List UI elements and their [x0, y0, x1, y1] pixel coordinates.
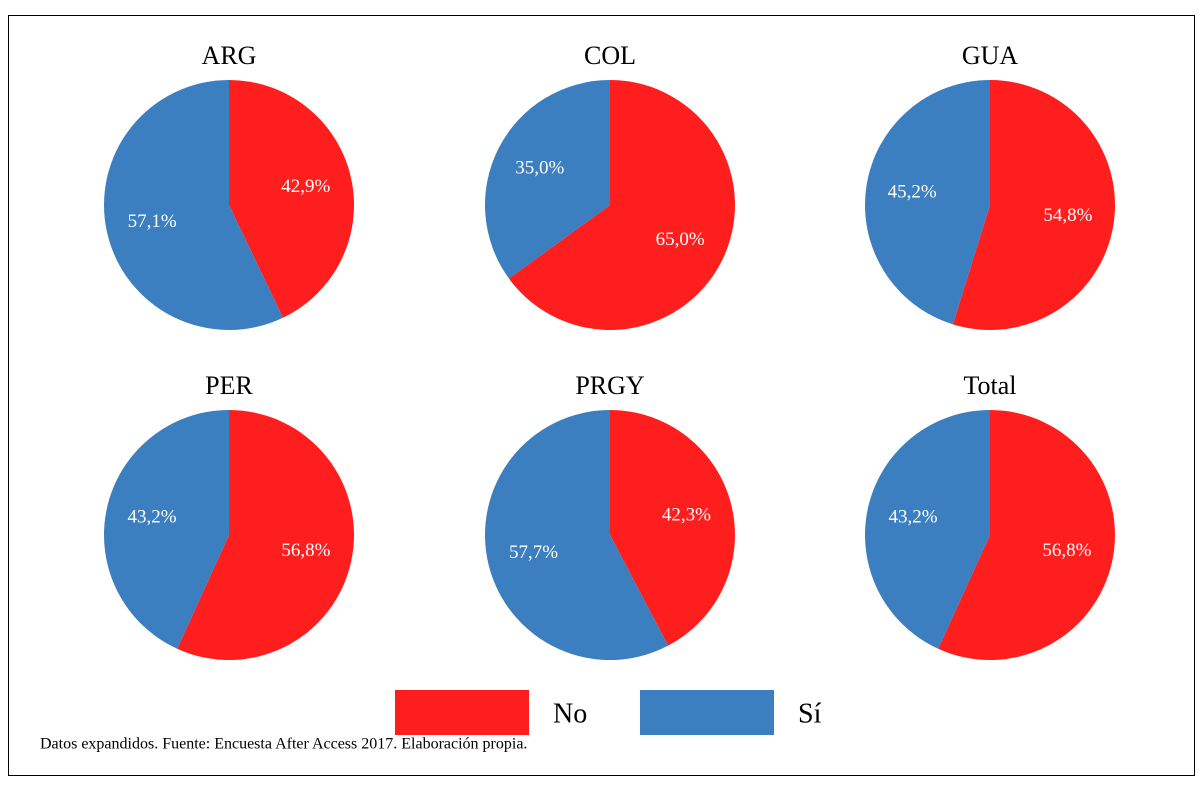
slice-label: 57,1%	[128, 211, 177, 232]
slice-label: 65,0%	[656, 229, 705, 250]
pie-title: PER	[205, 371, 253, 400]
pie-slice	[865, 80, 990, 325]
pie-slice	[177, 410, 354, 660]
pie-slice	[485, 410, 669, 661]
pie-title: Total	[963, 371, 1016, 400]
pie-title: GUA	[962, 41, 1019, 70]
slice-label: 56,8%	[1042, 540, 1091, 561]
pie-slice	[938, 410, 1115, 660]
pie-slice	[610, 410, 736, 646]
slice-label: 56,8%	[281, 540, 330, 561]
pie-title: COL	[584, 41, 636, 70]
pie-slice	[104, 80, 283, 330]
slice-label: 35,0%	[515, 158, 564, 179]
pie-slice	[864, 409, 990, 649]
caption: Datos expandidos. Fuente: Encuesta After…	[40, 736, 527, 753]
slice-label: 42,9%	[281, 176, 330, 197]
slice-label: 45,2%	[888, 182, 937, 203]
pie-title: PRGY	[575, 371, 645, 400]
slice-label: 43,2%	[128, 507, 177, 528]
pie-title: ARG	[202, 41, 257, 70]
pie-slice	[485, 80, 610, 279]
legend-label: Sí	[798, 698, 822, 729]
slice-label: 54,8%	[1043, 205, 1092, 226]
pie-slice	[103, 409, 229, 649]
pie-slice	[508, 80, 735, 331]
slice-label: 42,3%	[662, 504, 711, 525]
pie-slice	[952, 80, 1115, 331]
legend-swatch	[640, 690, 774, 735]
legend-label: No	[553, 698, 587, 729]
slice-label: 57,7%	[509, 542, 558, 563]
legend-swatch	[395, 690, 529, 735]
pie-slice	[229, 80, 354, 318]
slice-label: 43,2%	[889, 507, 938, 528]
